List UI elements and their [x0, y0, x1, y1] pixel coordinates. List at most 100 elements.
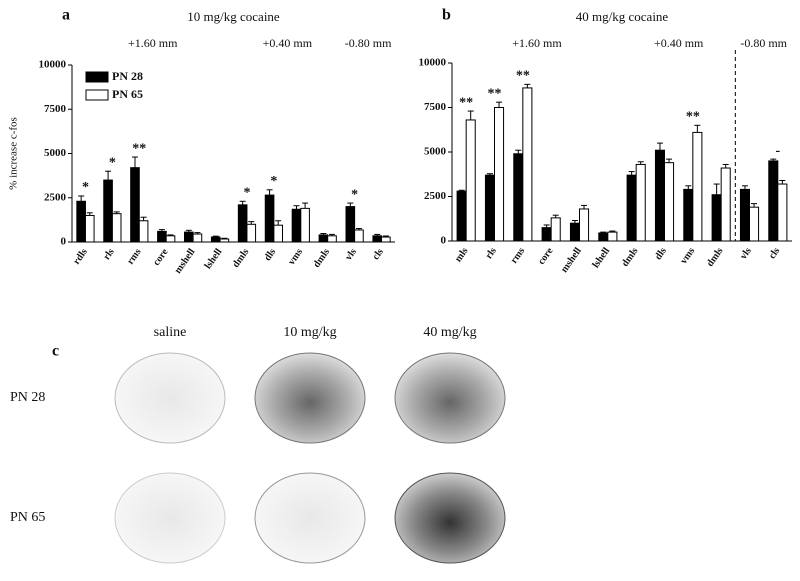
panel-label: a — [62, 7, 70, 24]
bar — [210, 236, 221, 243]
y-tick-label: 0 — [441, 235, 447, 247]
bar — [111, 213, 122, 243]
brain-images — [114, 352, 506, 564]
bar — [522, 87, 533, 242]
bar — [192, 233, 203, 243]
bar — [157, 230, 167, 243]
bar — [749, 206, 760, 242]
brain-section — [394, 352, 506, 444]
x-tick-label: mshell — [559, 246, 584, 275]
x-tick-label: vls — [738, 246, 754, 262]
x-tick-label: core — [151, 246, 171, 268]
bar — [219, 238, 230, 243]
significance-marker: * — [243, 186, 250, 201]
bar — [768, 160, 779, 242]
bar — [626, 174, 637, 242]
x-tick-label: rls — [101, 247, 116, 262]
significance-marker: * — [270, 174, 277, 189]
section-label: -0.80 mm — [345, 36, 392, 50]
bar — [777, 183, 788, 242]
significance-marker: ** — [132, 141, 146, 156]
bar — [654, 149, 666, 242]
bar — [130, 167, 140, 243]
y-tick-label: 5000 — [44, 147, 67, 159]
bar — [664, 162, 675, 242]
x-tick-label: rms — [509, 246, 528, 266]
row-label: PN 28 — [10, 390, 45, 405]
x-tick-label: cls — [370, 247, 385, 262]
column-label: saline — [154, 325, 187, 340]
y-tick-label: 10000 — [39, 59, 67, 71]
x-tick-label: core — [536, 245, 556, 267]
bar — [84, 214, 95, 243]
x-tick-label: dmls — [230, 247, 251, 270]
bar — [513, 153, 524, 242]
bar — [381, 236, 391, 243]
y-tick-label: 2500 — [44, 191, 67, 203]
x-tick-label: vms — [678, 246, 697, 267]
bar — [739, 188, 751, 242]
bar — [550, 217, 561, 242]
x-tick-label: vms — [286, 247, 305, 268]
x-tick-label: lshell — [203, 247, 225, 272]
y-tick-label: 0 — [61, 236, 67, 248]
y-tick-label: 2500 — [424, 190, 447, 202]
bar — [607, 231, 618, 242]
brain-section — [254, 352, 366, 444]
x-tick-label: mshell — [173, 247, 198, 276]
x-tick-label: rms — [125, 247, 144, 267]
bar — [683, 188, 694, 242]
significance-marker: ** — [686, 110, 700, 125]
chart-title: 40 mg/kg cocaine — [576, 9, 669, 24]
y-tick-label: 10000 — [419, 57, 447, 69]
bar — [465, 119, 476, 242]
legend-label: PN 65 — [112, 87, 143, 101]
significance-marker: * — [351, 187, 358, 202]
bar — [484, 174, 495, 242]
significance-marker: - — [775, 143, 780, 158]
bar — [579, 208, 590, 242]
legend-swatch — [85, 71, 109, 83]
section-label: +1.60 mm — [128, 36, 178, 50]
y-tick-label: 7500 — [424, 101, 447, 113]
x-tick-label: dls — [653, 246, 669, 262]
bar — [720, 167, 731, 242]
bar — [264, 194, 275, 243]
bar — [541, 227, 552, 242]
brain-section — [114, 472, 226, 564]
legend-label: PN 28 — [112, 69, 143, 83]
chart-title: 10 mg/kg cocaine — [187, 9, 280, 24]
bar — [345, 206, 356, 243]
y-tick-label: 7500 — [44, 103, 67, 115]
bar — [138, 220, 149, 243]
bar — [165, 235, 176, 243]
x-tick-label: dmls — [311, 247, 332, 270]
bar — [569, 222, 581, 242]
bar — [354, 229, 364, 243]
section-label: +0.40 mm — [654, 36, 704, 50]
panel-label: b — [442, 7, 451, 24]
bar — [246, 223, 257, 243]
bar — [494, 107, 505, 242]
bar — [273, 224, 283, 243]
brain-section — [394, 472, 506, 564]
bar — [598, 232, 609, 242]
bar — [237, 204, 248, 243]
x-tick-label: dmls — [620, 246, 641, 269]
x-tick-label: dmls — [705, 246, 726, 269]
significance-marker: * — [109, 155, 116, 170]
significance-marker: ** — [516, 69, 530, 84]
bar — [456, 190, 467, 242]
section-label: +1.60 mm — [512, 36, 562, 50]
x-tick-label: rls — [483, 246, 498, 261]
significance-marker: ** — [459, 95, 473, 110]
bar — [103, 179, 113, 243]
x-tick-label: rdls — [71, 247, 90, 267]
bar — [635, 163, 646, 242]
bar — [692, 131, 703, 242]
significance-marker: ** — [488, 86, 502, 101]
bar — [318, 234, 329, 243]
bar — [327, 235, 337, 243]
section-label: +0.40 mm — [263, 36, 313, 50]
